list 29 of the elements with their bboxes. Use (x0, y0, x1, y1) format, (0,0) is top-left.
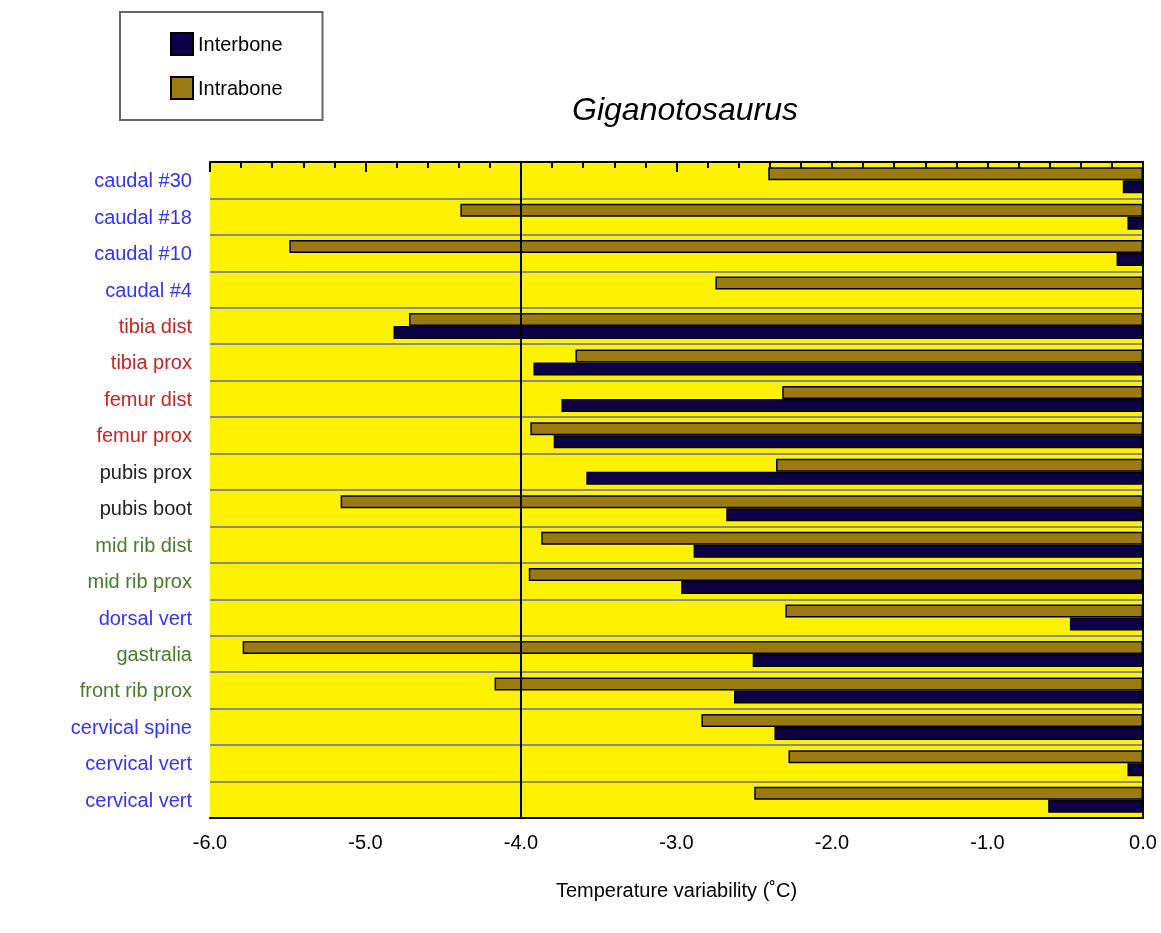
y-tick-label: cervical vert (85, 788, 193, 811)
y-tick-label: caudal #4 (105, 278, 192, 301)
legend-label: Interbone (198, 33, 283, 55)
y-tick-label: tibia dist (118, 315, 193, 337)
y-tick-label: mid rib dist (95, 533, 193, 556)
y-tick-label: cervical spine (70, 715, 192, 738)
y-tick-label: front rib prox (79, 679, 192, 702)
y-tick-label: gastralia (116, 643, 193, 665)
y-tick-label: mid rib prox (87, 570, 192, 593)
x-tick-label: -3.0 (659, 831, 694, 853)
chart-title: Giganotosaurus (572, 91, 798, 127)
x-tick-label: -6.0 (192, 831, 228, 853)
y-tick-label: cervical vert (85, 752, 193, 775)
y-tick-label: femur dist (104, 387, 193, 410)
y-tick-label: pubis boot (99, 497, 193, 520)
y-tick-label: caudal #10 (94, 242, 192, 265)
y-tick-label: tibia prox (110, 351, 192, 374)
y-tick-label: caudal #30 (94, 169, 192, 192)
legend-label: Intrabone (198, 77, 283, 99)
x-tick-label: -4.0 (503, 831, 539, 853)
x-tick-label: -5.0 (348, 831, 383, 853)
x-axis-title: Temperature variability (˚C) (555, 879, 798, 901)
x-tick-label: -1.0 (970, 831, 1005, 853)
y-tick-label: femur prox (96, 424, 192, 447)
x-tick-label: -2.0 (814, 831, 850, 853)
y-tick-label: dorsal vert (98, 606, 193, 629)
y-tick-label: pubis prox (99, 460, 192, 483)
x-tick-label: 0.0 (1129, 831, 1157, 853)
y-tick-label: caudal #18 (94, 205, 192, 228)
